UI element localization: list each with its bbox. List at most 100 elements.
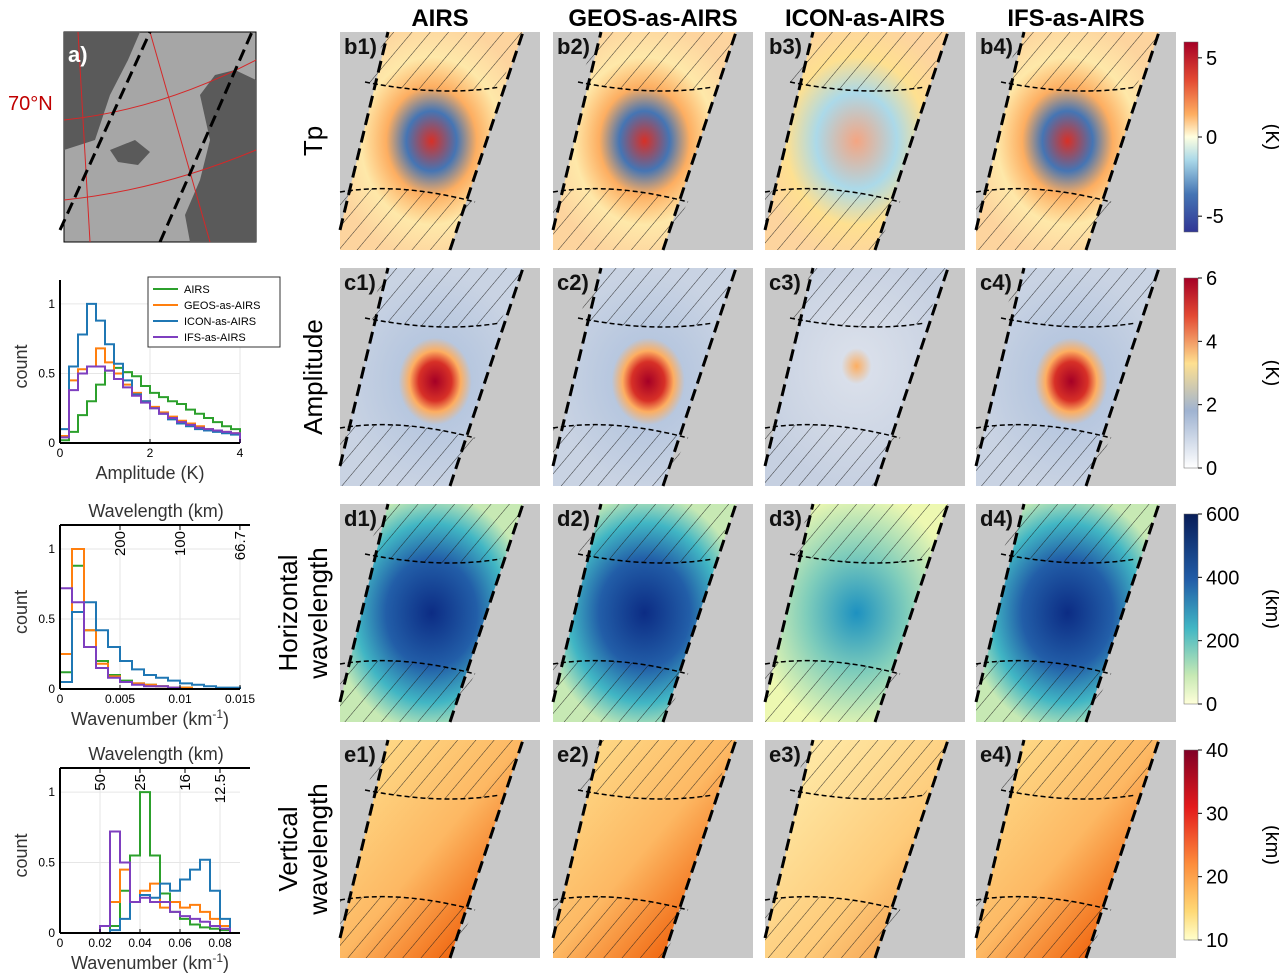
colorbar-tick-label: 5	[1206, 48, 1217, 70]
colorbar-tick-label: 2	[1206, 395, 1217, 417]
latitude-label: 70°N	[8, 93, 53, 115]
x-tick-label: 0.005	[105, 692, 135, 706]
colorbar-tick-label: 400	[1206, 567, 1239, 589]
x-tick-label: 0.08	[208, 936, 232, 950]
x-tick-label: 0.01	[168, 692, 192, 706]
colorbar-tick-label: 40	[1206, 740, 1228, 762]
column-headers: AIRS GEOS-as-AIRS ICON-as-AIRS IFS-as-AIRS	[411, 5, 1144, 32]
hatch-region	[765, 660, 900, 722]
legend-entry: GEOS-as-AIRS	[184, 300, 260, 312]
series-line-airs	[59, 564, 240, 690]
swath-edge	[974, 267, 1026, 467]
swath-edge	[974, 31, 1026, 231]
scandinavia-land	[185, 70, 256, 242]
swath-edge	[448, 31, 525, 251]
significance-contour	[364, 317, 501, 328]
row-label: wavelength	[303, 783, 333, 916]
series-line-airs	[100, 791, 231, 934]
y-tick-label: 0	[48, 436, 55, 450]
swath-edge	[551, 267, 603, 467]
swath-edge	[661, 267, 738, 487]
y-axis-label: count	[11, 344, 31, 388]
swath-edge	[338, 739, 390, 939]
top-tick-label: 25	[132, 774, 149, 791]
hatch-region	[976, 188, 1111, 250]
swath-edge	[1084, 503, 1161, 723]
x-tick-label: 4	[237, 446, 244, 460]
legend-entry: ICON-as-AIRS	[184, 316, 256, 328]
swath-edge	[338, 31, 390, 231]
swath-edge	[448, 739, 525, 959]
swath-edge	[873, 739, 950, 959]
swath-edge	[661, 503, 738, 723]
map-panel-d1: d1)	[338, 503, 540, 723]
hatch-region	[553, 660, 688, 722]
map-panel-b4: b4)	[974, 31, 1176, 251]
series-line-icon-as-airs	[100, 858, 231, 934]
hatch-region	[553, 896, 688, 958]
y-tick-label: 0.5	[38, 612, 55, 626]
row-label: Amplitude	[298, 319, 328, 435]
hatch-region	[976, 660, 1111, 722]
series-line-icon-as-airs	[59, 601, 241, 689]
longitude-line	[77, 31, 91, 243]
hatch-region	[1001, 504, 1159, 563]
hatch-region	[790, 268, 948, 327]
x-tick-label: 0	[57, 692, 64, 706]
significance-contour	[1000, 81, 1137, 92]
colorbar-gradient	[1183, 513, 1199, 705]
significance-contour	[364, 789, 501, 800]
panel-tag: c4)	[980, 270, 1012, 295]
hatch-region	[790, 32, 948, 91]
swath-edge	[1084, 739, 1161, 959]
significance-contour	[789, 789, 926, 800]
swath-edge	[763, 503, 815, 703]
top-tick-label: 16	[177, 774, 194, 791]
panel-tag: e2)	[557, 742, 589, 767]
significance-contour	[577, 317, 714, 328]
latitude-line	[63, 59, 257, 121]
map-panel-d2: d2)	[551, 503, 753, 723]
series-line-geos-as-airs	[99, 868, 231, 933]
panel-tag-a: a)	[68, 42, 88, 67]
y-tick-label: 0.5	[38, 366, 55, 380]
colorbar: 6 4 2 0 (K)	[1183, 268, 1279, 480]
map-panel-b3: b3)	[763, 31, 965, 251]
panel-tag: e3)	[769, 742, 801, 767]
hatch-region	[790, 504, 948, 563]
hatch-region	[790, 740, 948, 799]
vertical-wavenumber-histogram: 0 0.02 0.04 0.06 0.08 0 0.5 1 Wavenumber (km-1) c…	[11, 744, 250, 973]
map-panel-d4: d4)	[974, 503, 1176, 723]
hatch-region	[976, 896, 1111, 958]
swath-edge	[1084, 31, 1161, 251]
colorbar-tick-label: 6	[1206, 268, 1217, 290]
panel-tag: b2)	[557, 34, 590, 59]
map-panel-d3: d3)	[763, 503, 965, 723]
colorbar-tick-label: 30	[1206, 803, 1228, 825]
swath-edge	[551, 31, 603, 231]
swath-edge	[1084, 267, 1161, 487]
map-panel-c4: c4)	[974, 267, 1176, 487]
hatch-region	[1001, 268, 1159, 327]
map-panel-e3: e3)	[763, 739, 965, 959]
x-tick-label: 2	[147, 446, 154, 460]
panel-tag: c3)	[769, 270, 801, 295]
map-panel-e1: e1)	[338, 739, 540, 959]
x-axis-label: Wavenumber (km-1)	[71, 951, 229, 973]
y-axis-label: count	[11, 833, 31, 877]
colorbar-unit-label: (K)	[1261, 124, 1279, 151]
swath-edge	[448, 503, 525, 723]
top-tick-label: 100	[172, 531, 189, 556]
swath-edge	[873, 31, 950, 251]
x-tick-label: 0.06	[168, 936, 192, 950]
column-header: ICON-as-AIRS	[785, 5, 945, 32]
swath-edge	[58, 31, 152, 231]
hatch-region	[765, 424, 900, 486]
y-tick-label: 1	[48, 542, 55, 556]
swath-edge	[551, 739, 603, 939]
swath-edge	[974, 739, 1026, 939]
longitude-line	[149, 31, 211, 243]
y-tick-label: 0.5	[38, 856, 55, 870]
